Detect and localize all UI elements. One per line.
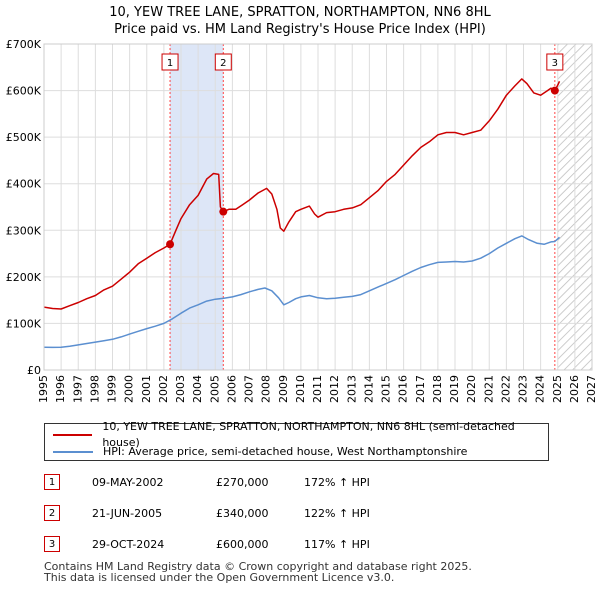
y-tick-label: £100K (6, 317, 42, 330)
x-tick-label: 2027 (585, 375, 598, 403)
sale-date: 29-OCT-2024 (92, 538, 165, 551)
x-tick-label: 2008 (260, 375, 273, 403)
x-tick-label: 2015 (380, 375, 393, 403)
legend-label-property: 10, YEW TREE LANE, SPRATTON, NORTHAMPTON… (102, 420, 515, 449)
y-tick-label: £300K (6, 224, 42, 237)
sale-annotation-box (161, 53, 179, 71)
x-tick-label: 2026 (568, 375, 581, 403)
hpi-line (44, 235, 560, 349)
y-tick-label: £700K (6, 38, 42, 51)
x-tick-label: 2024 (534, 375, 547, 403)
y-tick-label: £0 (27, 364, 41, 377)
legend-item-hpi: HPI: Average price, semi-detached house,… (53, 444, 467, 460)
sale-annotation-box (546, 53, 564, 71)
sale-number: 3 (44, 536, 60, 552)
sale-annotation-label: 1 (167, 58, 173, 69)
x-tick-label: 2003 (174, 375, 187, 403)
x-tick-label: 2019 (448, 375, 461, 403)
footer: Contains HM Land Registry data © Crown c… (44, 561, 472, 583)
sale-number: 2 (44, 505, 60, 521)
legend-label-hpi: HPI: Average price, semi-detached house,… (103, 445, 468, 458)
sale-date: 09-MAY-2002 (92, 476, 164, 489)
footer-line1: Contains HM Land Registry data © Crown c… (44, 560, 472, 573)
x-tick-label: 1998 (88, 375, 101, 403)
sale-annotation-badge: 3 (546, 53, 564, 71)
x-tick-label: 2023 (517, 375, 530, 403)
x-tick-label: 2017 (414, 375, 427, 403)
x-tick-label: 2000 (123, 375, 136, 403)
property-price-line (44, 78, 561, 310)
y-tick-label: £600K (6, 85, 42, 98)
chart-title-line2: Price paid vs. HM Land Registry's House … (114, 22, 486, 37)
x-tick-label: 2011 (311, 375, 324, 403)
sale-price: £270,000 (216, 476, 269, 489)
sale-annotation-box (214, 53, 232, 71)
sale-annotation-label: 2 (220, 58, 226, 69)
sale-marker (219, 207, 228, 216)
y-tick-label: £200K (6, 271, 42, 284)
legend-item-property: 10, YEW TREE LANE, SPRATTON, NORTHAMPTON… (53, 420, 548, 449)
x-tick-label: 2005 (208, 375, 221, 403)
sale-marker (550, 86, 559, 95)
x-tick-label: 2025 (551, 375, 564, 403)
legend-swatch-hpi (53, 451, 93, 453)
y-tick-label: £400K (6, 178, 42, 191)
sale-date: 21-JUN-2005 (92, 507, 163, 520)
x-tick-label: 2013 (345, 375, 358, 403)
legend-swatch-property (53, 434, 93, 436)
x-tick-label: 2009 (277, 375, 290, 403)
footer-line2: This data is licensed under the Open Gov… (44, 571, 395, 584)
sale-marker (166, 240, 175, 249)
sale-number: 1 (44, 474, 60, 490)
x-tick-label: 2001 (140, 375, 153, 403)
x-tick-label: 2010 (294, 375, 307, 403)
chart-title: 10, YEW TREE LANE, SPRATTON, NORTHAMPTON… (0, 4, 600, 38)
x-tick-label: 1995 (37, 375, 50, 403)
plot-frame (43, 43, 593, 371)
x-tick-label: 2012 (328, 375, 341, 403)
y-tick-label: £500K (6, 131, 42, 144)
legend: 10, YEW TREE LANE, SPRATTON, NORTHAMPTON… (44, 420, 549, 461)
sale-hpi-change: 117% ↑ HPI (304, 538, 370, 551)
x-tick-label: 2018 (431, 375, 444, 403)
chart-title-line1: 10, YEW TREE LANE, SPRATTON, NORTHAMPTON… (109, 5, 491, 20)
sale-annotation-badge: 2 (214, 53, 232, 71)
x-tick-label: 1999 (106, 375, 119, 403)
sale-annotation-badge: 1 (161, 53, 179, 71)
x-tick-label: 1997 (71, 375, 84, 403)
x-tick-label: 2007 (243, 375, 256, 403)
sale-price: £340,000 (216, 507, 269, 520)
sale-hpi-change: 122% ↑ HPI (304, 507, 370, 520)
sale-price: £600,000 (216, 538, 269, 551)
sale-annotation-label: 3 (552, 58, 558, 69)
sale-hpi-change: 172% ↑ HPI (304, 476, 370, 489)
x-tick-label: 1996 (54, 375, 67, 403)
price-chart: 1 2 3 1995 1996 1997 1998 1999 2000 2001 2002 2003… (6, 38, 598, 403)
x-tick-label: 2004 (191, 375, 204, 403)
shaded-period (170, 44, 224, 370)
x-tick-label: 2014 (362, 375, 375, 403)
x-tick-label: 2022 (499, 375, 512, 403)
x-tick-label: 2002 (157, 375, 170, 403)
x-tick-label: 2021 (482, 375, 495, 403)
x-tick-label: 2020 (465, 375, 478, 403)
x-tick-label: 2016 (397, 375, 410, 403)
x-tick-label: 2006 (225, 375, 238, 403)
